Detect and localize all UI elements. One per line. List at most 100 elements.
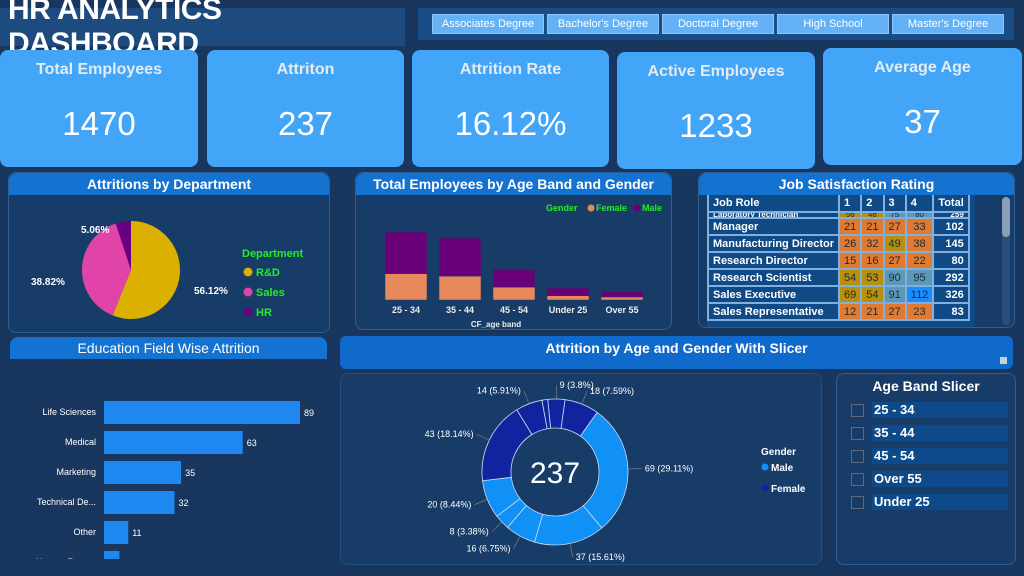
- y-tick-label: Marketing: [56, 467, 96, 477]
- table-cell: 26: [838, 234, 863, 253]
- education-bar: [104, 521, 129, 544]
- table-cell: 91: [882, 285, 907, 304]
- slicer-item-label: Over 55: [872, 471, 1008, 487]
- y-tick-label: Other: [73, 527, 96, 537]
- table-cell: 49: [882, 234, 907, 253]
- column-header: Job Role: [707, 195, 841, 213]
- leader-line: [627, 468, 642, 470]
- table-cell: 27: [882, 251, 907, 270]
- kpi-label: Attriton: [276, 61, 335, 78]
- table-row: Laboratory Technician 56 48 75 80 259: [707, 211, 970, 219]
- resize-handle-icon[interactable]: [1000, 357, 1007, 364]
- bar-female: [384, 273, 428, 301]
- pie-data-label: 38.82%: [31, 277, 65, 288]
- table-cell: 12: [838, 302, 863, 321]
- kpi-label: Active Employees: [647, 63, 785, 80]
- kpi-attrition: Attriton 237: [207, 50, 404, 167]
- education-button-high-school[interactable]: High School: [777, 14, 889, 34]
- legend-marker: [587, 204, 595, 212]
- table-header-row: Job Role 1 2 3 4 Total: [707, 195, 970, 213]
- education-button-doctoral[interactable]: Doctoral Degree: [662, 14, 774, 34]
- legend-item: HR: [256, 307, 272, 319]
- donut-data-label: 8 (3.38%): [450, 527, 489, 537]
- job-satisfaction-table-container: Job Role 1 2 3 4 Total Laboratory Technician 56…: [707, 195, 975, 327]
- slicer-item-label: Under 25: [872, 494, 1008, 510]
- leader-line: [491, 521, 503, 532]
- donut-data-label: 18 (7.59%): [590, 386, 634, 396]
- table-cell: 33: [904, 217, 935, 236]
- table-cell: 27: [882, 217, 907, 236]
- panel-title: Job Satisfaction Rating: [699, 173, 1014, 195]
- table-cell: 27: [882, 302, 907, 321]
- x-tick-label: 35 - 44: [446, 305, 474, 315]
- department-pie-chart: Department 56.12% R&D 38.82% Sales 5.06% HR: [31, 221, 303, 319]
- leader-line: [523, 390, 530, 404]
- table-cell: 102: [932, 217, 970, 236]
- table-row: Sales Executive 69 54 91 112 326: [707, 285, 970, 304]
- table-cell: Sales Representative: [707, 302, 841, 321]
- job-satisfaction-table: Job Role 1 2 3 4 Total Laboratory Technician 56…: [707, 195, 970, 321]
- dashboard-title-bar: HR ANALYTICS DASHBOARD: [0, 0, 405, 60]
- education-bar: [104, 431, 243, 454]
- bar-male: [492, 269, 536, 288]
- checkbox[interactable]: [851, 449, 864, 463]
- slicer-item[interactable]: 45 - 54: [851, 448, 1015, 464]
- education-button-masters[interactable]: Master's Degree: [892, 14, 1004, 34]
- slicer-item[interactable]: Under 25: [851, 494, 1015, 510]
- legend-title: Department: [242, 248, 303, 260]
- table-cell: 56: [838, 211, 863, 219]
- table-cell: 292: [932, 268, 970, 287]
- legend-title: Gender: [546, 203, 578, 213]
- bar-data-label: 11: [132, 528, 141, 538]
- donut-data-label: 16 (6.75%): [467, 543, 511, 553]
- slicer-title: Age Band Slicer: [872, 378, 980, 394]
- table-cell: 32: [860, 234, 885, 253]
- checkbox[interactable]: [851, 426, 864, 440]
- slicer-item-label: 45 - 54: [872, 448, 1008, 464]
- table-cell: 112: [904, 285, 935, 304]
- table-cell: Research Scientist: [707, 268, 841, 287]
- checkbox[interactable]: [851, 472, 864, 486]
- table-row: Research Scientist 54 53 90 95 292: [707, 268, 970, 287]
- table-cell: 54: [838, 268, 863, 287]
- education-attrition-panel: Education Field Wise Attrition Life Scie…: [10, 337, 327, 574]
- education-button-bachelors[interactable]: Bachelor's Degree: [547, 14, 659, 34]
- leader-line: [474, 499, 488, 505]
- table-cell: Manufacturing Director: [707, 234, 841, 253]
- x-tick-label: Under 25: [549, 305, 588, 315]
- table-row: Manager 21 21 27 33 102: [707, 217, 970, 236]
- table-scrollbar[interactable]: [1002, 197, 1010, 325]
- age-band-gender-panel: Total Employees by Age Band and Gender G…: [355, 172, 672, 330]
- bar-female: [546, 295, 590, 301]
- donut-center-value: 237: [530, 457, 580, 490]
- legend-marker: [761, 484, 769, 492]
- y-tick-label: Life Sciences: [42, 407, 96, 417]
- slicer-item[interactable]: Over 55: [851, 471, 1015, 487]
- y-tick-label: Medical: [65, 437, 96, 447]
- column-header: 1: [838, 195, 863, 213]
- table-cell: 21: [838, 217, 863, 236]
- x-tick-label: 25 - 34: [392, 305, 420, 315]
- scrollbar-thumb[interactable]: [1002, 197, 1010, 237]
- x-tick-label: Over 55: [605, 305, 638, 315]
- checkbox[interactable]: [851, 495, 864, 509]
- page-title: HR ANALYTICS DASHBOARD: [8, 0, 222, 60]
- donut-data-label: 43 (18.14%): [425, 429, 474, 439]
- legend-marker: [761, 463, 769, 471]
- x-tick-label: 45 - 54: [500, 305, 528, 315]
- table-cell: 75: [882, 211, 907, 219]
- education-button-associates[interactable]: Associates Degree: [432, 14, 544, 34]
- kpi-label: Total Employees: [36, 61, 162, 78]
- slicer-item-label: 25 - 34: [872, 402, 1008, 418]
- education-bar: [104, 401, 300, 424]
- bar-male: [438, 237, 482, 277]
- table-cell: 145: [932, 234, 970, 253]
- age-band-slicer: Age Band Slicer 25 - 34 35 - 44 45 - 54 Ove…: [836, 373, 1016, 565]
- leader-line: [569, 543, 574, 558]
- legend-item: Sales: [256, 287, 285, 299]
- slicer-item[interactable]: 25 - 34: [851, 402, 1015, 418]
- table-cell: 53: [860, 268, 885, 287]
- slicer-item[interactable]: 35 - 44: [851, 425, 1015, 441]
- checkbox[interactable]: [851, 403, 864, 417]
- legend-marker: [243, 287, 253, 297]
